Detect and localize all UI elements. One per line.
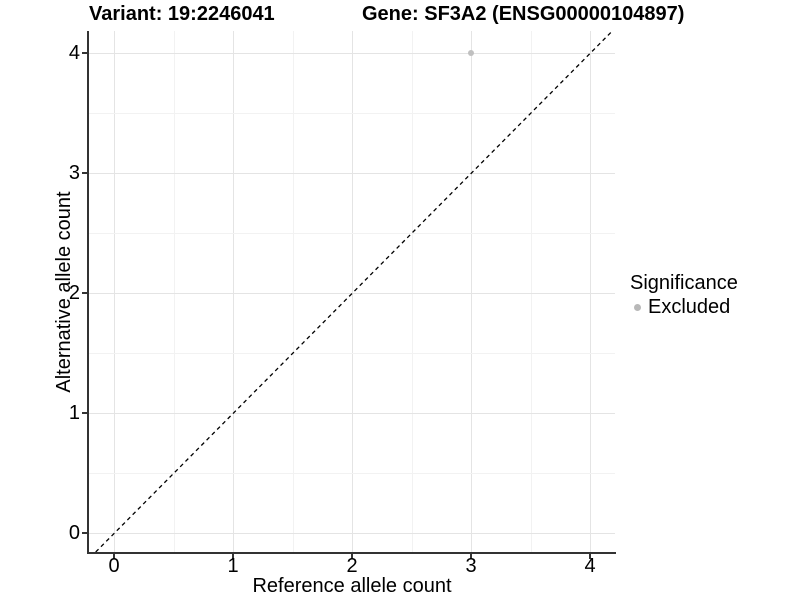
legend-item: Excluded	[630, 296, 738, 318]
x-tick-mark	[232, 554, 234, 559]
y-tick-label: 3	[68, 162, 80, 184]
gridline	[88, 413, 615, 414]
x-tick-label: 3	[465, 555, 477, 577]
gridline	[233, 31, 234, 552]
x-axis-line	[87, 552, 616, 554]
y-tick-label: 0	[68, 522, 80, 544]
gridline	[88, 53, 615, 54]
x-tick-mark	[113, 554, 115, 559]
y-tick-mark	[82, 172, 87, 174]
gridline	[293, 31, 294, 552]
y-axis-line	[87, 31, 89, 554]
gene-title: Gene: SF3A2 (ENSG00000104897)	[362, 3, 685, 25]
gridline	[174, 31, 175, 552]
x-tick-mark	[589, 554, 591, 559]
legend: Significance Excluded	[630, 272, 738, 318]
x-axis-title: Reference allele count	[252, 575, 452, 597]
gridline	[88, 353, 615, 354]
y-tick-mark	[82, 52, 87, 54]
gridline	[352, 31, 353, 552]
y-tick-mark	[82, 292, 87, 294]
legend-item-label: Excluded	[648, 296, 731, 318]
gridline	[531, 31, 532, 552]
y-tick-mark	[82, 412, 87, 414]
gridline	[114, 31, 115, 552]
gridline	[88, 113, 615, 114]
y-tick-label: 4	[68, 42, 80, 64]
gridline	[88, 173, 615, 174]
x-tick-mark	[470, 554, 472, 559]
y-tick-label: 2	[68, 282, 80, 304]
y-axis-title: Alternative allele count	[53, 191, 75, 393]
data-point	[468, 50, 474, 56]
plot-panel	[88, 31, 615, 552]
identity-line	[95, 31, 613, 552]
y-tick-mark	[82, 532, 87, 534]
x-tick-label: 0	[108, 555, 120, 577]
variant-title: Variant: 19:2246041	[89, 3, 275, 25]
x-tick-label: 2	[346, 555, 358, 577]
gridline	[590, 31, 591, 552]
y-tick-label: 1	[68, 402, 80, 424]
gridline	[471, 31, 472, 552]
x-tick-label: 4	[584, 555, 596, 577]
gridline	[88, 533, 615, 534]
x-tick-label: 1	[227, 555, 239, 577]
gridline	[88, 473, 615, 474]
legend-point-icon	[634, 303, 641, 311]
gridline	[412, 31, 413, 552]
x-tick-mark	[351, 554, 353, 559]
gridline	[88, 233, 615, 234]
legend-title: Significance	[630, 272, 738, 294]
